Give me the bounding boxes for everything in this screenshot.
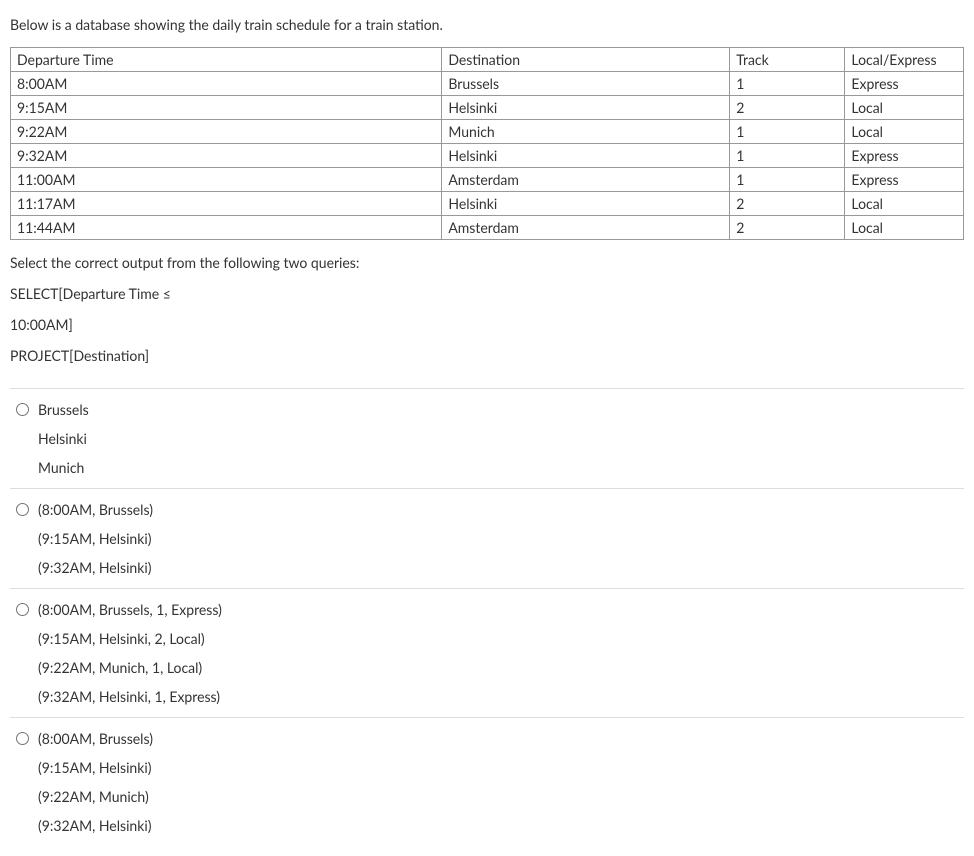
- cell-destination: Amsterdam: [442, 216, 730, 240]
- option-line: (9:32AM, Helsinki): [38, 559, 964, 576]
- option-line: (9:32AM, Helsinki): [38, 817, 964, 834]
- option-line: (8:00AM, Brussels): [38, 730, 964, 747]
- cell-departure: 9:32AM: [11, 144, 442, 168]
- option-line: (9:22AM, Munich, 1, Local): [38, 659, 964, 676]
- cell-track: 1: [730, 144, 845, 168]
- option-body: (8:00AM, Brussels, 1, Express) (9:15AM, …: [38, 601, 964, 705]
- option-line: Helsinki: [38, 430, 964, 447]
- table-row: 8:00AM Brussels 1 Express: [11, 72, 964, 96]
- cell-type: Express: [845, 144, 964, 168]
- cell-departure: 11:44AM: [11, 216, 442, 240]
- option-radio-2[interactable]: [16, 503, 29, 516]
- table-row: 9:22AM Munich 1 Local: [11, 120, 964, 144]
- query-line-3: PROJECT[Destination]: [10, 347, 964, 364]
- cell-destination: Helsinki: [442, 96, 730, 120]
- answer-option[interactable]: Brussels Helsinki Munich: [10, 388, 964, 488]
- option-line: (8:00AM, Brussels): [38, 501, 964, 518]
- question-prompt: Select the correct output from the follo…: [10, 254, 964, 271]
- table-row: 11:17AM Helsinki 2 Local: [11, 192, 964, 216]
- cell-departure: 8:00AM: [11, 72, 442, 96]
- option-line: (8:00AM, Brussels, 1, Express): [38, 601, 964, 618]
- cell-type: Local: [845, 96, 964, 120]
- option-line: (9:32AM, Helsinki, 1, Express): [38, 688, 964, 705]
- query-line-1: SELECT[Departure Time ≤: [10, 285, 964, 302]
- option-line: (9:15AM, Helsinki, 2, Local): [38, 630, 964, 647]
- col-header-departure: Departure Time: [11, 48, 442, 72]
- cell-type: Express: [845, 168, 964, 192]
- option-line: (9:15AM, Helsinki): [38, 530, 964, 547]
- cell-destination: Amsterdam: [442, 168, 730, 192]
- query-line-2: 10:00AM]: [10, 316, 964, 333]
- option-line: (9:15AM, Helsinki): [38, 759, 964, 776]
- table-row: 9:15AM Helsinki 2 Local: [11, 96, 964, 120]
- cell-track: 1: [730, 120, 845, 144]
- intro-text: Below is a database showing the daily tr…: [10, 16, 964, 33]
- table-row: 11:00AM Amsterdam 1 Express: [11, 168, 964, 192]
- cell-track: 1: [730, 168, 845, 192]
- col-header-type: Local/Express: [845, 48, 964, 72]
- cell-destination: Munich: [442, 120, 730, 144]
- cell-track: 2: [730, 96, 845, 120]
- option-line: Munich: [38, 459, 964, 476]
- schedule-table: Departure Time Destination Track Local/E…: [10, 47, 964, 240]
- cell-track: 2: [730, 192, 845, 216]
- col-header-track: Track: [730, 48, 845, 72]
- option-line: (9:22AM, Munich): [38, 788, 964, 805]
- cell-type: Local: [845, 216, 964, 240]
- answer-option[interactable]: (8:00AM, Brussels, 1, Express) (9:15AM, …: [10, 588, 964, 717]
- cell-track: 2: [730, 216, 845, 240]
- answer-options: Brussels Helsinki Munich (8:00AM, Brusse…: [10, 388, 964, 846]
- option-line: Brussels: [38, 401, 964, 418]
- answer-option[interactable]: (8:00AM, Brussels) (9:15AM, Helsinki) (9…: [10, 717, 964, 846]
- cell-type: Express: [845, 72, 964, 96]
- answer-option[interactable]: (8:00AM, Brussels) (9:15AM, Helsinki) (9…: [10, 488, 964, 588]
- cell-departure: 9:22AM: [11, 120, 442, 144]
- cell-type: Local: [845, 192, 964, 216]
- cell-type: Local: [845, 120, 964, 144]
- option-body: (8:00AM, Brussels) (9:15AM, Helsinki) (9…: [38, 501, 964, 576]
- option-body: (8:00AM, Brussels) (9:15AM, Helsinki) (9…: [38, 730, 964, 834]
- cell-track: 1: [730, 72, 845, 96]
- cell-departure: 11:17AM: [11, 192, 442, 216]
- cell-destination: Helsinki: [442, 192, 730, 216]
- col-header-destination: Destination: [442, 48, 730, 72]
- cell-destination: Brussels: [442, 72, 730, 96]
- cell-destination: Helsinki: [442, 144, 730, 168]
- option-radio-1[interactable]: [16, 403, 29, 416]
- table-row: 11:44AM Amsterdam 2 Local: [11, 216, 964, 240]
- table-header-row: Departure Time Destination Track Local/E…: [11, 48, 964, 72]
- table-row: 9:32AM Helsinki 1 Express: [11, 144, 964, 168]
- cell-departure: 11:00AM: [11, 168, 442, 192]
- option-radio-4[interactable]: [16, 732, 29, 745]
- cell-departure: 9:15AM: [11, 96, 442, 120]
- option-body: Brussels Helsinki Munich: [38, 401, 964, 476]
- option-radio-3[interactable]: [16, 603, 29, 616]
